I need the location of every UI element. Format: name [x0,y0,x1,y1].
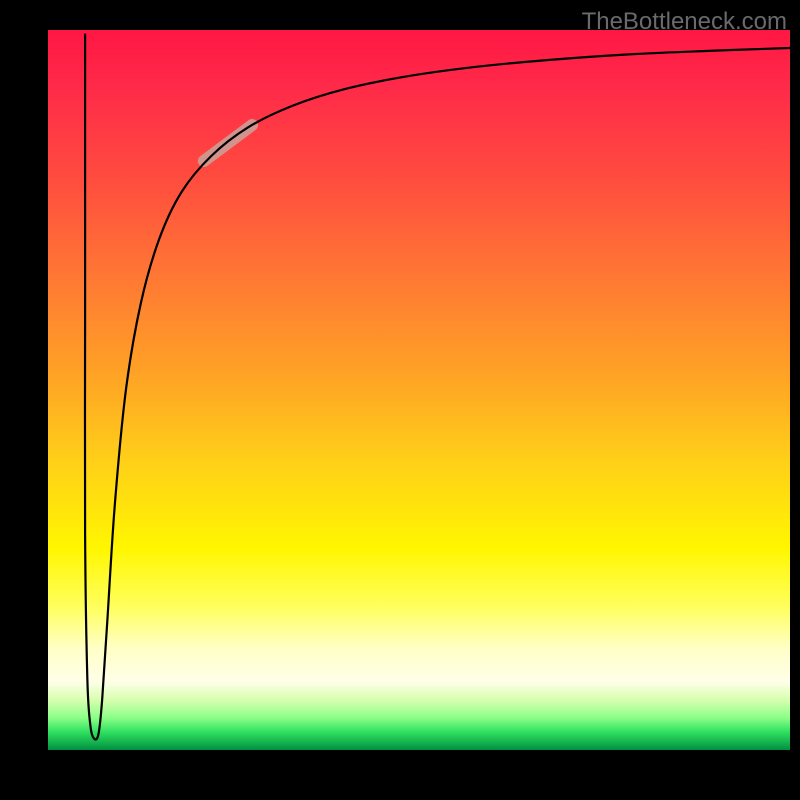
bottleneck-curve [85,34,790,740]
watermark-text: TheBottleneck.com [582,8,787,36]
curve-layer [0,0,800,800]
chart-container: TheBottleneck.com [0,0,800,800]
